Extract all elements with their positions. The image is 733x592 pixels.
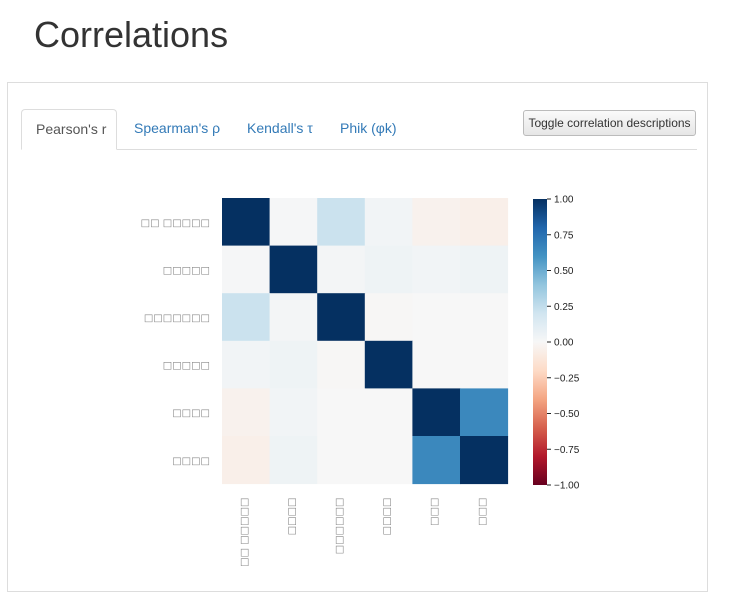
heatmap-cell (317, 388, 366, 437)
heatmap-cell (412, 436, 461, 485)
colorbar-tick-label: 0.75 (554, 230, 574, 241)
tab-phik[interactable]: Phik (φk) (340, 120, 397, 136)
heatmap-cell (317, 245, 366, 294)
heatmap-cell (460, 340, 509, 389)
page-title: Correlations (34, 14, 229, 55)
heatmap-cell (317, 340, 366, 389)
heatmap-cell (222, 198, 271, 247)
heatmap-cell (317, 436, 366, 485)
heatmap-row-label: □□ □□□□□ (141, 218, 210, 229)
toggle-descriptions-button[interactable]: Toggle correlation descriptions (523, 110, 696, 136)
heatmap-cell (460, 388, 509, 437)
heatmap-cell (364, 340, 413, 389)
colorbar-tick-label: −1.00 (554, 481, 580, 492)
heatmap-cell (460, 245, 509, 294)
colorbar-tick-label: 1.00 (554, 195, 574, 206)
heatmap-cell (317, 198, 366, 247)
colorbar (533, 199, 547, 485)
heatmap-cell (364, 388, 413, 437)
heatmap-cell (364, 198, 413, 247)
heatmap-cell (269, 198, 318, 247)
heatmap-cell (460, 436, 509, 485)
heatmap-col-label: □□□ (477, 498, 488, 526)
heatmap-cell (412, 293, 461, 342)
heatmap-cell (364, 245, 413, 294)
heatmap-cell (269, 388, 318, 437)
heatmap-row-label: □□□□ (172, 456, 210, 467)
heatmap-cell (269, 340, 318, 389)
heatmap-cell (412, 198, 461, 247)
colorbar-tick-label: −0.25 (554, 373, 580, 384)
colorbar-tick-label: −0.75 (554, 445, 580, 456)
heatmap-cell (364, 293, 413, 342)
heatmap-cell (412, 388, 461, 437)
tab-kendall[interactable]: Kendall's τ (247, 120, 313, 136)
heatmap-cell (412, 245, 461, 294)
heatmap-col-label: □□□□ (286, 498, 297, 536)
heatmap-row-label: □□□□□ (163, 361, 210, 372)
heatmap-cell (460, 293, 509, 342)
heatmap-cell (269, 245, 318, 294)
heatmap-cell (222, 388, 271, 437)
heatmap-cell (222, 436, 271, 485)
heatmap-cell (412, 340, 461, 389)
heatmap-col-label: □□□□□ □□ (239, 498, 250, 567)
heatmap-col-label: □□□□□□ (334, 498, 345, 555)
heatmap-cell (222, 340, 271, 389)
heatmap-row-label: □□□□□□□ (144, 313, 210, 324)
heatmap-cell (460, 198, 509, 247)
colorbar-tick-label: −0.50 (554, 409, 580, 420)
heatmap-col-label: □□□□ (382, 498, 393, 536)
colorbar-tick-label: 0.25 (554, 302, 574, 313)
heatmap-cell (222, 293, 271, 342)
heatmap-row-label: □□□□ (172, 408, 210, 419)
heatmap-row-label: □□□□□ (163, 265, 210, 276)
heatmap-cell (269, 293, 318, 342)
heatmap-cell (364, 436, 413, 485)
correlation-tabs: Pearson's r Spearman's ρ Kendall's τ Phi… (21, 109, 697, 150)
tab-spearman[interactable]: Spearman's ρ (134, 120, 221, 136)
heatmap-cell (317, 293, 366, 342)
tab-pearson[interactable]: Pearson's r (21, 109, 117, 150)
heatmap-cell (222, 245, 271, 294)
colorbar-tick-label: 0.00 (554, 338, 574, 349)
heatmap-cell (269, 436, 318, 485)
heatmap-col-label: □□□ (429, 498, 440, 526)
colorbar-tick-label: 0.50 (554, 266, 574, 277)
